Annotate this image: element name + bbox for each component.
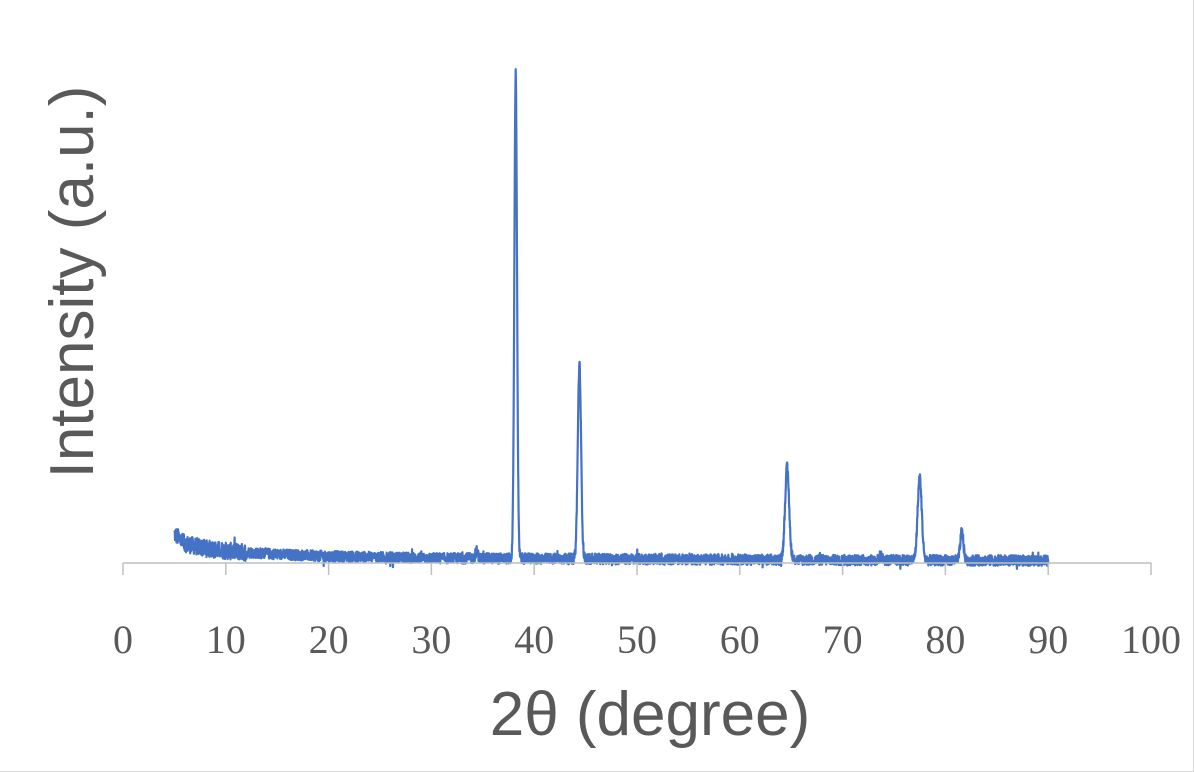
x-axis-tick-labels: 0 10 20 30 40 50 60 70 80 90 100 — [113, 617, 1181, 662]
y-axis-title: Intensity (a.u.) — [38, 86, 107, 479]
x-tick-label-60: 60 — [720, 617, 760, 662]
x-tick-label-0: 0 — [113, 617, 133, 662]
x-tick-label-50: 50 — [617, 617, 657, 662]
x-tick-label-80: 80 — [925, 617, 965, 662]
plot-area — [173, 68, 1050, 570]
series-line-xrd — [173, 68, 1050, 570]
x-tick-label-30: 30 — [411, 617, 451, 662]
x-tick-label-90: 90 — [1028, 617, 1068, 662]
x-tick-label-40: 40 — [514, 617, 554, 662]
x-tick-label-100: 100 — [1121, 617, 1181, 662]
x-axis-ticks — [122, 563, 1152, 575]
x-tick-label-20: 20 — [309, 617, 349, 662]
x-axis-title: 2θ (degree) — [490, 680, 811, 749]
x-tick-label-70: 70 — [823, 617, 863, 662]
x-tick-label-10: 10 — [206, 617, 246, 662]
